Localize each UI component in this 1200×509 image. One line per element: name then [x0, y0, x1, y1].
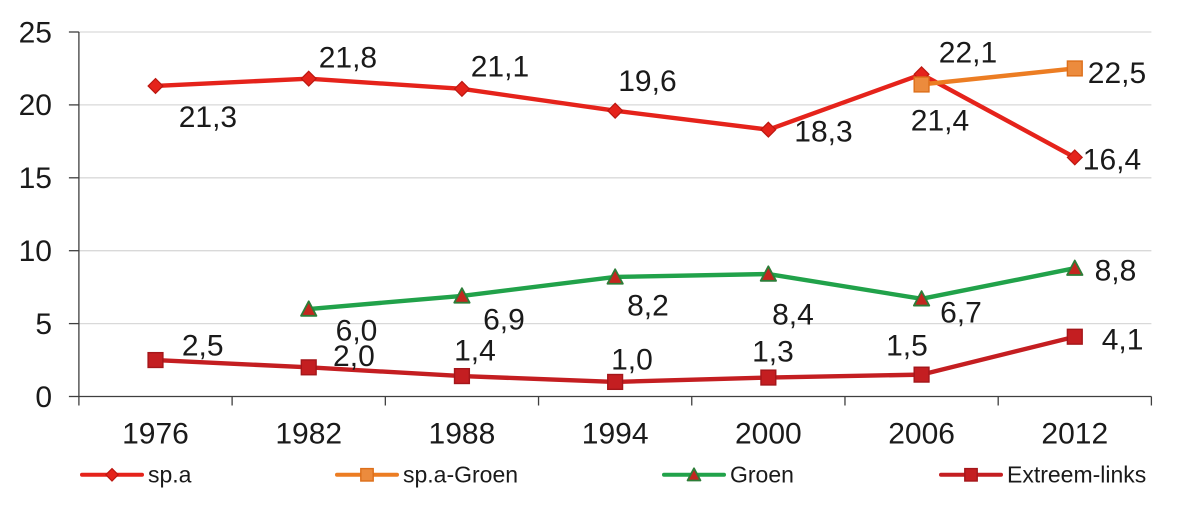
- y-axis-label-5: 5: [35, 308, 52, 341]
- x-axis-label-2006: 2006: [888, 418, 955, 451]
- x-axis-label-1994: 1994: [582, 418, 649, 451]
- y-axis-label-15: 15: [19, 162, 52, 195]
- y-axis-label-25: 25: [19, 16, 52, 49]
- data-label-Groen-1988: 6,9: [483, 303, 525, 336]
- legend-label-sp.a-Groen: sp.a-Groen: [403, 462, 518, 488]
- marker-sp.a-1994: [606, 102, 624, 119]
- data-label-sp.a-2012: 16,4: [1083, 143, 1141, 176]
- marker-Extreem-links-2006: [913, 366, 930, 383]
- marker-Groen-2000: [759, 265, 777, 282]
- marker-sp.a-Groen-2006: [913, 76, 930, 93]
- marker-Extreem-links-1982: [300, 359, 317, 376]
- series-line-sp.a-Groen: [919, 66, 1077, 87]
- data-label-sp.a-Groen-2012: 22,5: [1088, 57, 1146, 90]
- data-label-sp.a-1976: 21,3: [179, 101, 237, 134]
- data-label-sp.a-Groen-2006: 21,4: [911, 104, 969, 137]
- y-axis-label-20: 20: [19, 89, 52, 122]
- marker-Extreem-links-1994: [607, 373, 624, 391]
- marker-Groen-1982: [300, 300, 318, 317]
- data-label-Extreem-links-1982: 2,0: [333, 340, 375, 373]
- data-label-Groen-2012: 8,8: [1095, 254, 1137, 287]
- x-axis-label-1976: 1976: [122, 418, 189, 451]
- data-label-Groen-2006: 6,7: [940, 296, 982, 329]
- marker-Extreem-links-1976: [147, 351, 164, 369]
- marker-sp.a-2012: [1066, 149, 1084, 166]
- marker-sp.a-2000: [760, 121, 777, 138]
- data-label-Extreem-links-1988: 1,4: [454, 334, 496, 367]
- marker-Groen-2012: [1066, 259, 1084, 276]
- legend-marker-sp.a-Groen: [360, 467, 374, 482]
- marker-sp.a-1976: [147, 77, 164, 95]
- marker-Extreem-links-2000: [760, 369, 777, 386]
- x-axis-label-2012: 2012: [1041, 418, 1108, 451]
- marker-Extreem-links-2012: [1066, 328, 1083, 345]
- data-label-sp.a-2000: 18,3: [794, 116, 852, 149]
- data-label-Extreem-links-2012: 4,1: [1102, 323, 1144, 356]
- marker-Groen-1988: [453, 287, 471, 304]
- data-label-sp.a-2006: 22,1: [939, 36, 997, 69]
- data-label-sp.a-1982: 21,8: [319, 41, 377, 74]
- y-axis-label-10: 10: [19, 235, 52, 268]
- legend-label-Extreem-links: Extreem-links: [1007, 462, 1146, 488]
- marker-Extreem-links-1988: [453, 367, 471, 385]
- x-axis-label-1988: 1988: [429, 418, 496, 451]
- marker-sp.a-Groen-2012: [1066, 60, 1083, 77]
- legend-label-Groen: Groen: [730, 462, 794, 488]
- data-label-Groen-1994: 8,2: [627, 289, 669, 322]
- data-label-Extreem-links-1976: 2,5: [182, 330, 224, 363]
- marker-sp.a-1982: [300, 70, 317, 87]
- data-label-sp.a-1988: 21,1: [471, 50, 529, 83]
- legend-marker-Groen: [686, 467, 702, 482]
- data-label-sp.a-1994: 19,6: [618, 65, 676, 98]
- data-label-Extreem-links-2000: 1,3: [752, 335, 794, 368]
- x-axis-label-2000: 2000: [735, 418, 802, 451]
- data-label-Groen-2000: 8,4: [772, 298, 814, 331]
- marker-Groen-1994: [606, 268, 624, 285]
- data-label-Extreem-links-2006: 1,5: [886, 329, 928, 362]
- series-line-Groen: [306, 265, 1077, 312]
- data-label-Groen-1982: 6,0: [336, 314, 378, 347]
- legend-label-sp.a: sp.a: [148, 462, 192, 488]
- data-label-Extreem-links-1994: 1,0: [611, 343, 653, 376]
- marker-Groen-2006: [912, 290, 931, 307]
- marker-sp.a-1988: [453, 80, 471, 98]
- y-axis-label-0: 0: [35, 381, 52, 414]
- legend-marker-Extreem-links: [964, 467, 978, 482]
- legend-marker-sp.a: [104, 467, 120, 482]
- x-axis-label-1982: 1982: [275, 418, 342, 451]
